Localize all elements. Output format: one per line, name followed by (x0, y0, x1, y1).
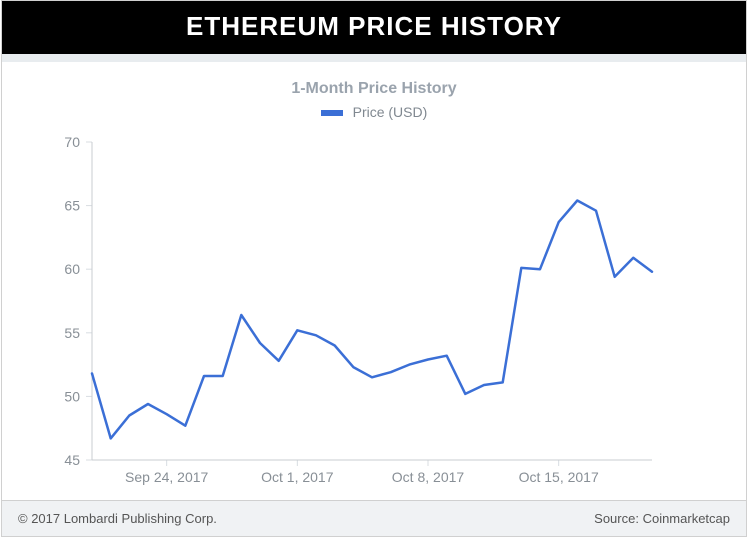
header-title: ETHEREUM PRICE HISTORY (186, 11, 562, 41)
line-chart: 45 50 55 60 65 70 Sep 24, 2017 Oct 1, 2017 Oct 8… (32, 130, 672, 490)
header-bar: ETHEREUM PRICE HISTORY (2, 1, 746, 54)
svg-text:70: 70 (64, 134, 80, 150)
chart-title: 1-Month Price History (32, 80, 716, 98)
footer: © 2017 Lombardi Publishing Corp. Source:… (2, 500, 746, 536)
svg-text:Oct 8, 2017: Oct 8, 2017 (392, 469, 465, 485)
footer-source: Source: Coinmarketcap (594, 511, 730, 526)
svg-text:55: 55 (64, 325, 80, 341)
svg-text:60: 60 (64, 261, 80, 277)
svg-text:Oct 15, 2017: Oct 15, 2017 (519, 469, 599, 485)
legend-label: Price (USD) (353, 104, 428, 120)
svg-text:65: 65 (64, 198, 80, 214)
chart-legend: Price (USD) (32, 104, 716, 120)
svg-text:45: 45 (64, 452, 80, 468)
svg-text:50: 50 (64, 388, 80, 404)
legend-swatch (321, 110, 343, 116)
card: ETHEREUM PRICE HISTORY 1-Month Price His… (1, 0, 747, 537)
svg-text:Sep 24, 2017: Sep 24, 2017 (125, 469, 209, 485)
header-accent (2, 54, 746, 62)
svg-text:Oct 1, 2017: Oct 1, 2017 (261, 469, 334, 485)
footer-copyright: © 2017 Lombardi Publishing Corp. (18, 511, 217, 526)
chart-area: 1-Month Price History Price (USD) 45 50 55… (2, 62, 746, 500)
